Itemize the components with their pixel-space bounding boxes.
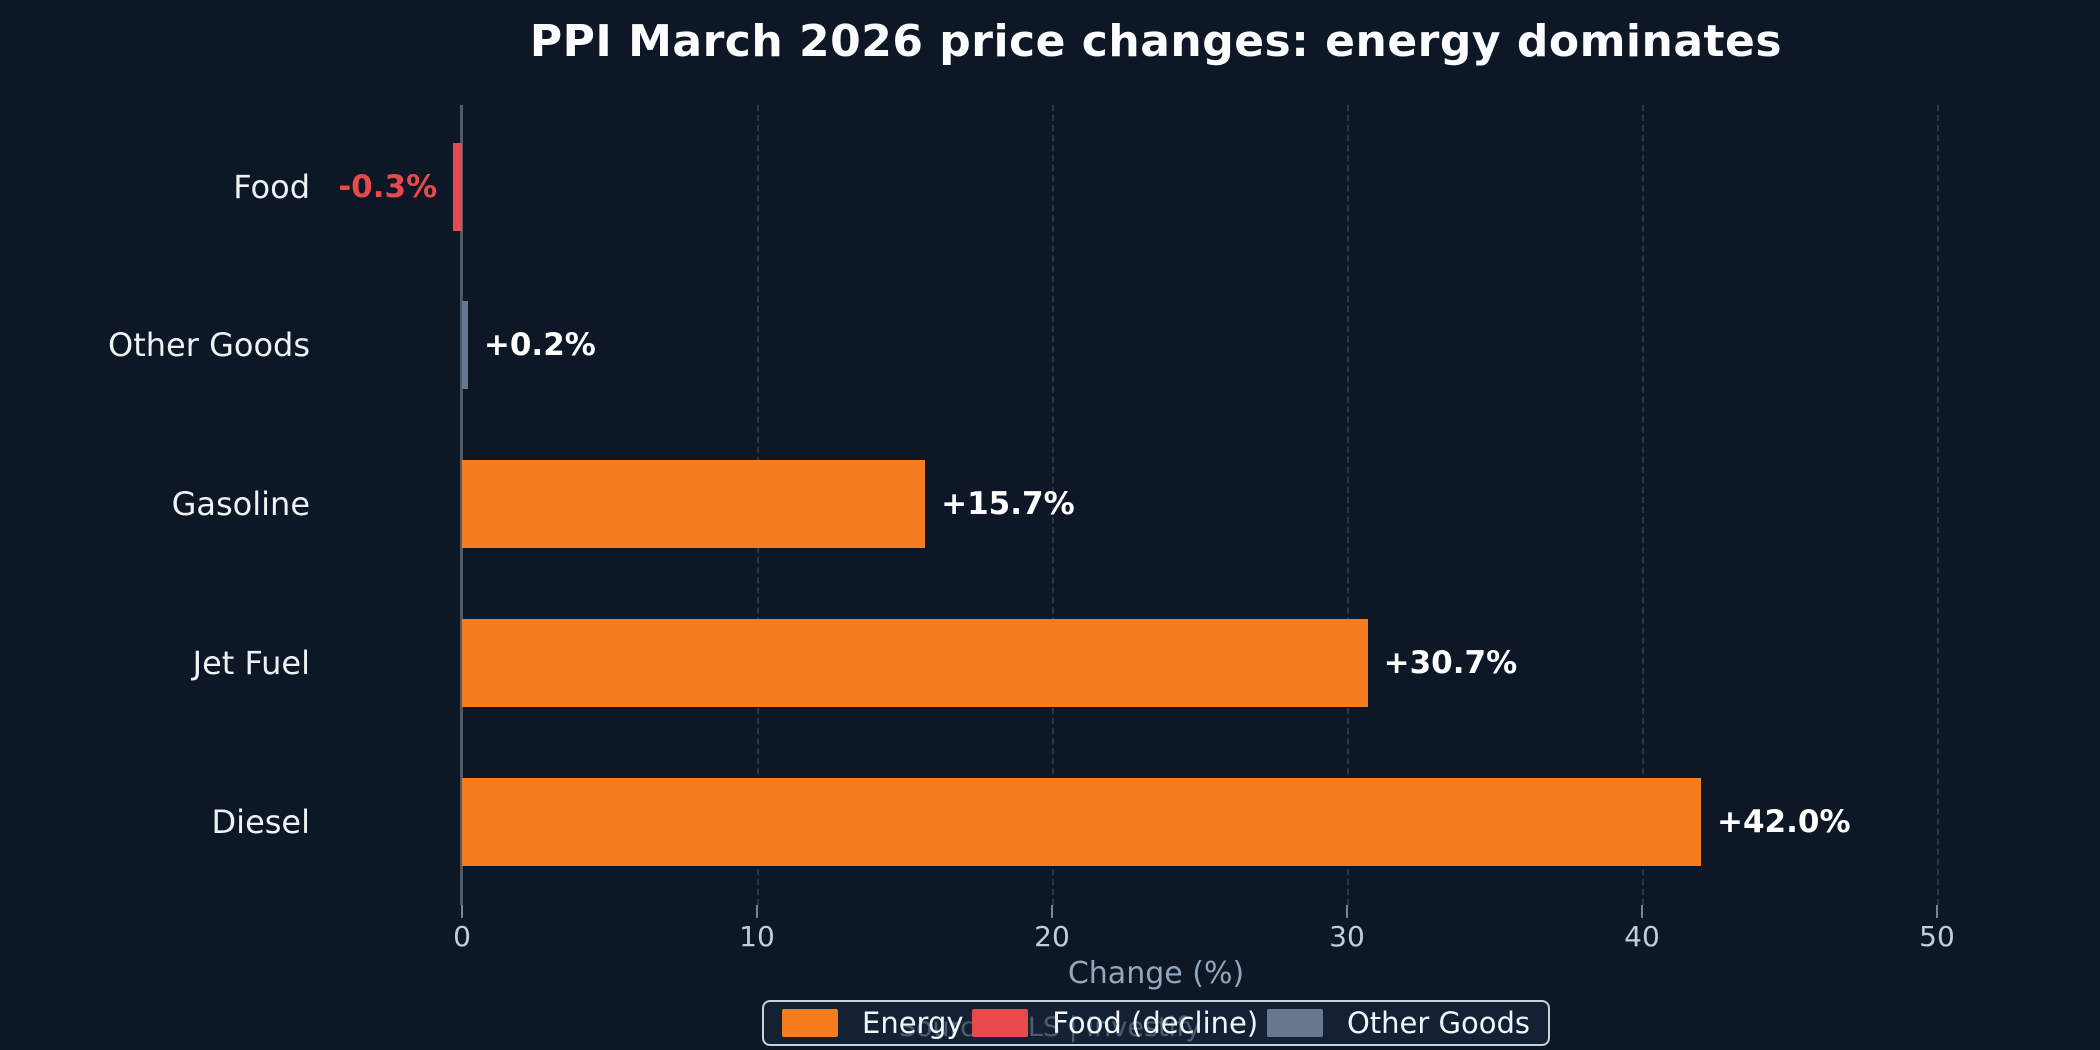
category-label: Other Goods xyxy=(108,326,310,364)
tick-mark xyxy=(1346,905,1348,918)
value-label: -0.3% xyxy=(338,169,438,205)
x-axis-title: Change (%) xyxy=(1067,956,1245,991)
value-label: +0.2% xyxy=(483,327,596,363)
bar-diesel xyxy=(462,778,1701,866)
tick-label: 50 xyxy=(1919,920,1955,953)
legend: Energy Food (decline) Other Goods xyxy=(762,1000,1550,1046)
bar-other-goods xyxy=(462,301,468,389)
bar-row-other-goods: Other Goods +0.2% xyxy=(0,301,2100,389)
bar-row-diesel: Diesel +42.0% xyxy=(0,778,2100,866)
tick-label: 0 xyxy=(453,920,471,953)
tick-mark xyxy=(756,905,758,918)
category-label: Gasoline xyxy=(171,485,310,523)
legend-item-food-decline: Food (decline) xyxy=(972,1006,1258,1040)
category-label: Food xyxy=(233,168,310,206)
legend-item-energy: Energy xyxy=(782,1006,964,1040)
legend-swatch-food-decline xyxy=(972,1009,1029,1037)
legend-label: Food (decline) xyxy=(1052,1006,1259,1040)
bar-row-gasoline: Gasoline +15.7% xyxy=(0,460,2100,548)
tick-label: 30 xyxy=(1329,920,1365,953)
tick-label: 40 xyxy=(1624,920,1660,953)
value-label: +42.0% xyxy=(1717,804,1851,840)
bar-row-food: Food -0.3% xyxy=(0,143,2100,231)
gridline xyxy=(1052,105,1054,905)
tick-mark xyxy=(1051,905,1053,918)
legend-swatch-energy xyxy=(782,1009,838,1037)
legend-label: Energy xyxy=(862,1006,964,1040)
y-axis-zero-line xyxy=(460,105,463,905)
legend-swatch-other-goods xyxy=(1266,1009,1323,1037)
category-label: Diesel xyxy=(211,803,310,841)
value-label: +15.7% xyxy=(941,486,1075,522)
chart-title: PPI March 2026 price changes: energy dom… xyxy=(529,16,1783,67)
legend-item-other-goods: Other Goods xyxy=(1266,1006,1530,1040)
category-label: Jet Fuel xyxy=(192,644,310,682)
bar-gasoline xyxy=(462,460,926,548)
value-label: +30.7% xyxy=(1383,645,1518,681)
tick-label: 20 xyxy=(1034,920,1070,953)
tick-mark xyxy=(1641,905,1643,918)
gridline xyxy=(1347,105,1349,905)
bar-food xyxy=(453,143,462,231)
legend-label: Other Goods xyxy=(1346,1006,1530,1040)
bar-jet-fuel xyxy=(462,619,1368,707)
tick-label: 10 xyxy=(739,920,775,953)
bar-row-jet-fuel: Jet Fuel +30.7% xyxy=(0,619,2100,707)
tick-mark xyxy=(461,905,463,918)
tick-mark xyxy=(1936,905,1938,918)
gridline xyxy=(1642,105,1644,905)
gridline xyxy=(1937,105,1939,905)
